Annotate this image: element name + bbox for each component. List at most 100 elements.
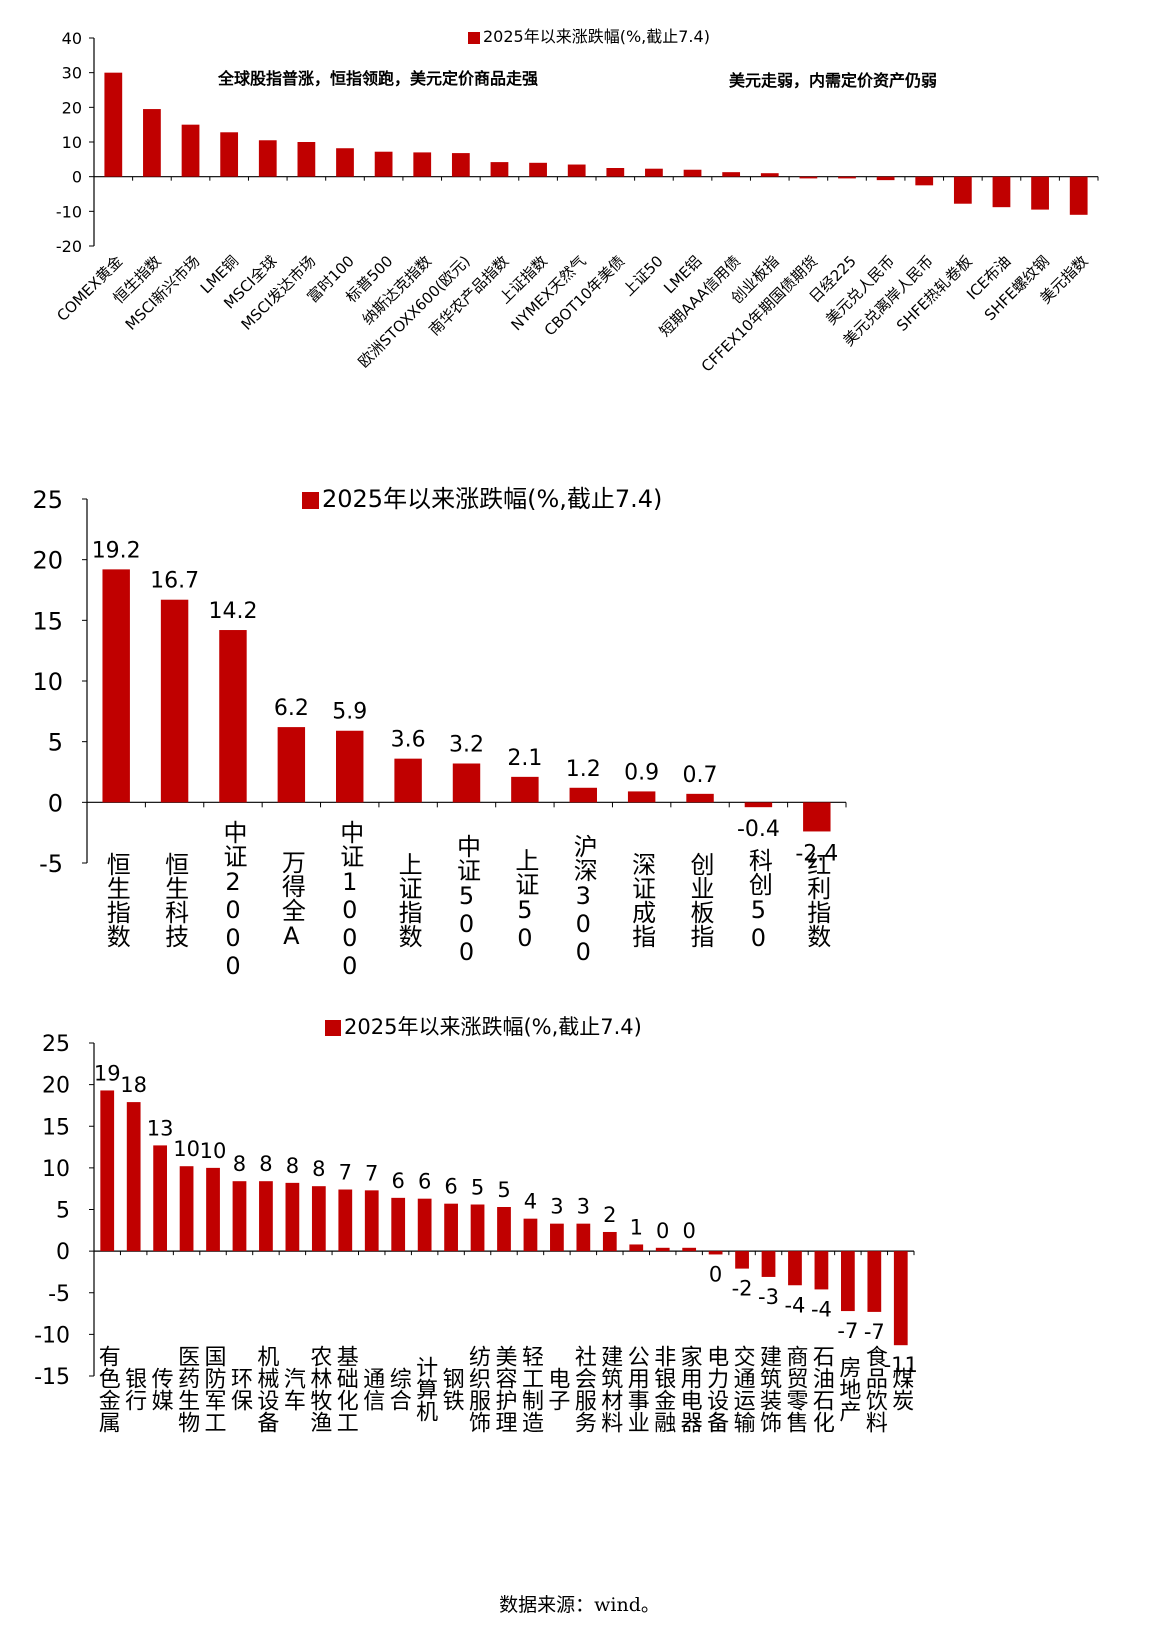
data-label: 0 <box>656 1219 669 1243</box>
data-label: -7 <box>837 1319 858 1343</box>
x-category-label: 电子 <box>544 1367 569 1411</box>
bar <box>735 1251 749 1269</box>
y-tick-label: 15 <box>32 607 63 635</box>
y-tick-label: 30 <box>62 64 82 83</box>
bar <box>788 1251 802 1286</box>
x-category-label: 传媒 <box>148 1367 174 1411</box>
bar <box>490 162 509 177</box>
bar <box>569 787 597 803</box>
data-label: 8 <box>233 1152 246 1176</box>
y-tick-label: 0 <box>72 168 82 187</box>
bar <box>1031 176 1049 210</box>
data-label: 2.1 <box>507 746 542 771</box>
bar <box>627 791 656 803</box>
x-category-label: 红利指数 <box>803 852 831 948</box>
annotation-left: 全球股指普涨，恒指领跑，美元定价商品走强 <box>217 69 538 88</box>
bar <box>336 730 364 803</box>
bar <box>444 1203 458 1252</box>
x-category-label: 家用电器 <box>677 1345 703 1433</box>
bar <box>104 72 123 177</box>
y-tick-label: 0 <box>48 789 63 817</box>
bar <box>181 124 200 177</box>
bar <box>470 1204 485 1252</box>
data-label: 8 <box>259 1152 272 1176</box>
bar <box>511 776 539 803</box>
x-category-label: 社会服务 <box>571 1345 597 1433</box>
bar <box>550 1223 564 1252</box>
y-tick-label: 20 <box>32 547 63 575</box>
data-label: -7 <box>864 1320 885 1344</box>
x-category-label: 科创50 <box>744 848 772 952</box>
data-label: -2.4 <box>795 841 838 866</box>
data-label: 8 <box>312 1157 325 1181</box>
x-category-label: 食品饮料 <box>862 1345 888 1433</box>
data-label: 19.2 <box>92 538 141 563</box>
bar <box>876 176 895 181</box>
x-category-label: 非银金融 <box>650 1345 676 1433</box>
x-category-label: 建筑装饰 <box>756 1345 782 1433</box>
bar <box>803 802 831 832</box>
x-category-label: 上证50 <box>619 252 666 299</box>
bar <box>413 152 432 177</box>
bar <box>761 1251 776 1277</box>
bar <box>219 630 247 803</box>
data-label: -2 <box>732 1277 753 1301</box>
x-category-label: 通信 <box>359 1367 385 1411</box>
x-category-label: 公用事业 <box>624 1345 650 1433</box>
data-label: 0 <box>709 1262 722 1286</box>
y-tick-label: -10 <box>56 202 82 221</box>
bar <box>576 1223 591 1252</box>
bar <box>277 727 306 803</box>
bar <box>102 569 130 803</box>
x-category-label: 农林牧渔 <box>306 1345 332 1433</box>
annotation-right: 美元走弱，内需定价资产仍弱 <box>729 71 937 90</box>
x-category-label: 万得全A <box>277 850 305 950</box>
data-label: 6 <box>418 1170 431 1194</box>
data-label: 19 <box>94 1061 121 1085</box>
legend-label: 2025年以来涨跌幅(%,截止7.4) <box>344 1015 642 1039</box>
bar <box>311 1186 326 1252</box>
y-tick-label: 20 <box>42 1074 70 1099</box>
x-category-label: 电力设备 <box>703 1345 729 1433</box>
y-tick-label: -5 <box>39 850 63 878</box>
bar <box>206 1167 220 1252</box>
bar <box>838 176 856 179</box>
y-tick-label: 10 <box>42 1157 70 1182</box>
global-assets-chart: 403020100-10-20COMEX黄金恒生指数MSCI新兴市场LME铜MS… <box>53 27 1099 376</box>
bar <box>336 148 354 177</box>
y-tick-label: 25 <box>42 1032 70 1057</box>
data-label: -0.4 <box>737 817 780 842</box>
data-label: -11 <box>884 1353 918 1377</box>
x-category-label: 房地产 <box>835 1356 861 1422</box>
bar <box>760 173 779 177</box>
bar <box>722 172 741 177</box>
x-category-label: 环保 <box>227 1367 253 1411</box>
bar <box>799 176 818 179</box>
x-category-label: 上证指数 <box>394 852 422 948</box>
data-label: 0.9 <box>624 760 659 785</box>
data-label: 6 <box>392 1169 405 1193</box>
bar <box>655 1247 670 1252</box>
x-category-label: 基础化工 <box>333 1345 359 1433</box>
x-category-label: 汽车 <box>280 1367 306 1411</box>
bar <box>602 1231 617 1252</box>
bar <box>992 176 1011 208</box>
data-label: 7 <box>365 1161 378 1185</box>
x-category-label: 商贸零售 <box>782 1345 808 1433</box>
x-category-label: 恒生科技 <box>161 852 189 948</box>
bar <box>1069 176 1088 215</box>
bar <box>708 1251 723 1255</box>
data-label: 1 <box>630 1215 643 1239</box>
x-category-label: 中证500 <box>453 834 481 966</box>
data-label: 3 <box>577 1195 590 1219</box>
bar <box>683 169 702 177</box>
x-category-label: 计算机 <box>412 1356 438 1422</box>
data-label: 6 <box>444 1175 457 1199</box>
data-label: 4 <box>524 1190 537 1214</box>
data-label: 0 <box>682 1219 695 1243</box>
y-tick-label: 10 <box>32 668 63 696</box>
y-tick-label: 20 <box>62 98 82 117</box>
x-category-label: 有色金属 <box>95 1345 121 1433</box>
legend-swatch <box>302 492 319 509</box>
bar <box>953 176 972 204</box>
